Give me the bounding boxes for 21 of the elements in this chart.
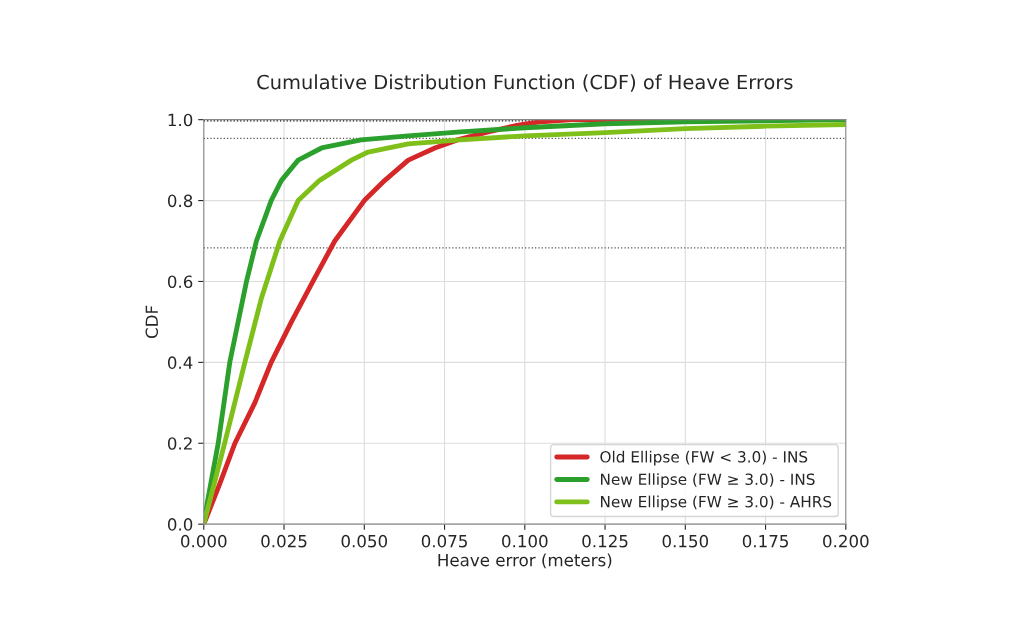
x-tick-label: 0.050 (341, 534, 388, 548)
x-tick-label: 0.000 (181, 534, 227, 548)
legend-label: New Ellipse (FW ≥ 3.0) - AHRS (600, 495, 832, 511)
y-tick-label: 0.6 (167, 275, 193, 289)
x-tick-label: 0.175 (742, 534, 788, 548)
x-axis-title: Heave error (meters) (438, 553, 612, 569)
legend-label: Old Ellipse (FW < 3.0) - INS (600, 450, 808, 466)
x-tick-label: 0.200 (823, 534, 869, 548)
x-tick-label: 0.125 (582, 534, 628, 548)
y-tick-label: 0.8 (167, 194, 193, 208)
y-axis-title: CDF (145, 305, 159, 339)
legend-label: New Ellipse (FW ≥ 3.0) - INS (600, 473, 815, 488)
x-tick-label: 0.150 (662, 534, 709, 548)
x-tick-label: 0.100 (502, 534, 548, 548)
x-tick-label: 0.075 (421, 534, 467, 548)
y-tick-label: 0.4 (167, 356, 193, 369)
y-tick-label: 0.2 (167, 437, 192, 450)
y-tick-label: 0.0 (167, 518, 193, 531)
x-tick-label: 0.025 (261, 534, 307, 548)
chart-title: Cumulative Distribution Function (CDF) of Heave Errors (257, 74, 793, 92)
y-tick-label: 1.0 (168, 113, 193, 127)
